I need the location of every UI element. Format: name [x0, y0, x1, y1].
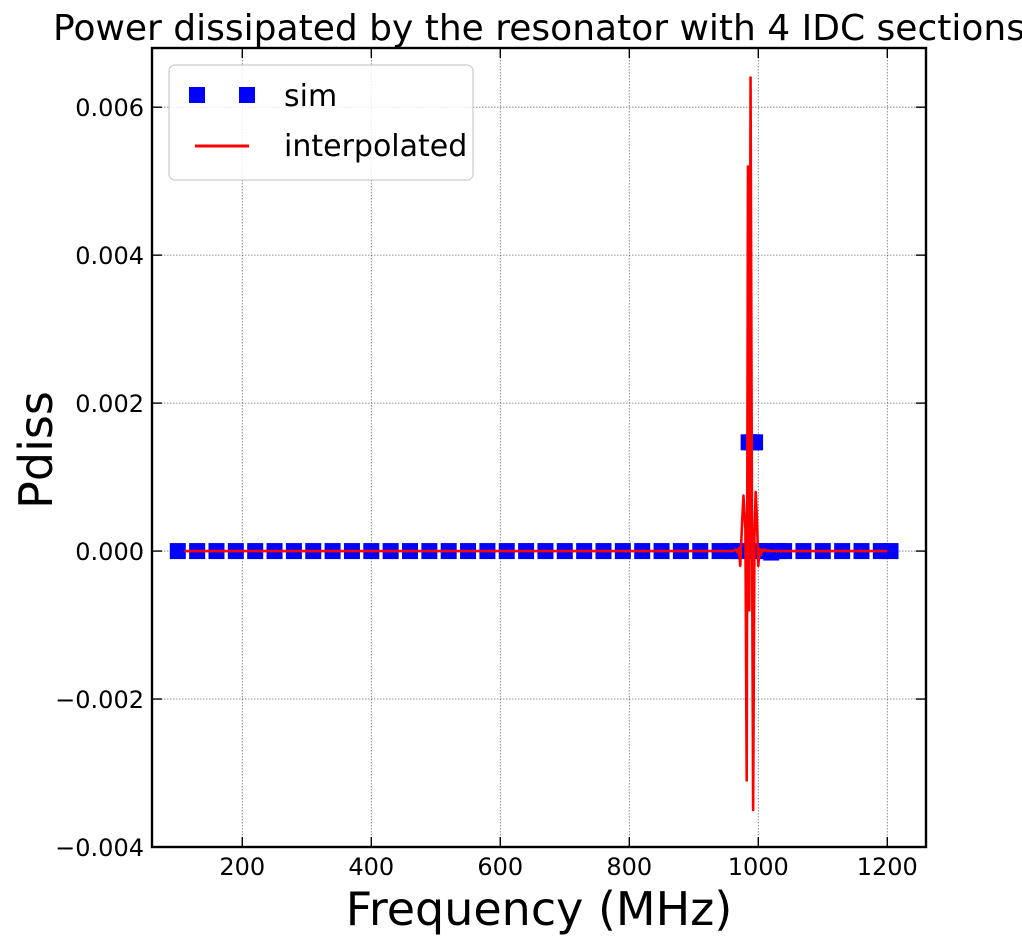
series-interpolated: [184, 76, 888, 812]
legend-sim-marker-2: [239, 87, 255, 103]
y-tick-label: 0.004: [75, 242, 144, 270]
y-tick-label: 0.000: [75, 538, 144, 566]
sim-point: [169, 543, 186, 560]
x-tick-label: 1000: [728, 853, 789, 881]
series-sim: [169, 434, 899, 561]
legend-sim-label: sim: [284, 79, 337, 114]
legend-interpolated-label: interpolated: [284, 129, 467, 164]
x-tick-label: 200: [219, 853, 265, 881]
x-tick-label: 600: [477, 853, 523, 881]
legend-entry-interpolated: interpolated: [195, 129, 467, 164]
plot-frame: [150, 46, 928, 849]
y-tick-label: 0.002: [75, 390, 144, 418]
x-tick-label: 800: [606, 853, 652, 881]
legend-entry-sim: sim: [189, 79, 337, 114]
interpolated-line: [184, 76, 888, 812]
y-tick-label: −0.002: [55, 686, 144, 714]
y-tick-label: 0.006: [75, 94, 144, 122]
x-tick-label: 400: [348, 853, 394, 881]
chart-title: Power dissipated by the resonator with 4…: [53, 8, 1022, 49]
y-axis-label: Pdiss: [9, 391, 63, 509]
legend-sim-marker-1: [189, 87, 205, 103]
x-axis-label: Frequency (MHz): [346, 882, 733, 936]
y-axis-ticks: −0.004 −0.002 0.000 0.002 0.004 0.006: [55, 94, 926, 862]
y-tick-label: −0.004: [55, 834, 144, 862]
legend: sim interpolated: [168, 64, 474, 181]
x-tick-label: 1200: [857, 853, 918, 881]
plot-area: [169, 76, 899, 812]
x-axis-ticks: 200 400 600 800 1000 1200: [219, 48, 918, 881]
sim-point: [882, 543, 899, 560]
